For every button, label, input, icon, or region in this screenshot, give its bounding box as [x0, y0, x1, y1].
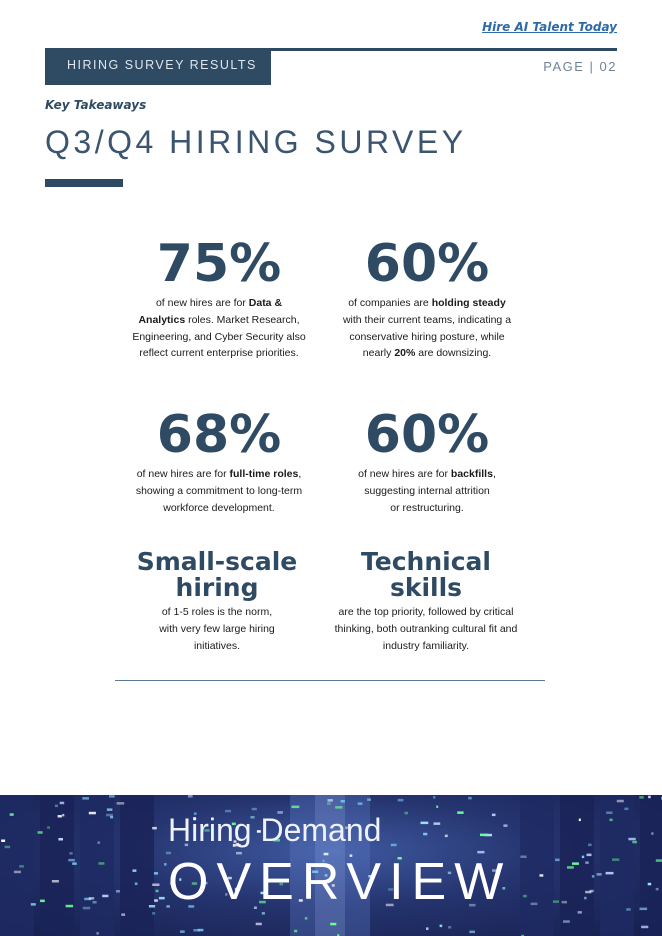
title-accent-bar	[45, 179, 123, 187]
stat-heading-line: Small-scale	[136, 547, 298, 576]
stat-figure: 60%	[364, 234, 490, 294]
stat-description: of companies are holding steady with thei…	[342, 297, 512, 360]
page-title: Q3/Q4 HIRING SURVEY	[45, 124, 467, 160]
stat-description: of new hires are for Data & Analytics rol…	[132, 297, 306, 360]
key-takeaways-subhead: Key Takeaways	[45, 98, 147, 112]
stat-description: of 1-5 roles is the norm, with very few l…	[159, 606, 275, 652]
server-room-background	[0, 795, 662, 936]
stat-heading-line: hiring	[175, 573, 259, 602]
stat-figure: 68%	[156, 405, 282, 465]
hire-ai-talent-link[interactable]: Hire AI Talent Today	[482, 20, 617, 34]
stat-data-analytics: 75% of new hires are for Data & Analytics…	[119, 236, 319, 362]
stat-small-scale-hiring: Small-scale hiring of 1-5 roles is the n…	[117, 549, 317, 654]
overview-banner: Hiring Demand OVERVIEW	[0, 795, 662, 936]
stat-full-time-roles: 68% of new hires are for full-time roles…	[119, 407, 319, 516]
stat-figure: 75%	[156, 234, 282, 294]
header-rule	[45, 48, 617, 51]
stat-description: of new hires are for backfills, suggestin…	[358, 468, 496, 514]
stat-figure: 60%	[364, 405, 490, 465]
stat-technical-skills: Technical skills are the top priority, f…	[316, 549, 536, 654]
stat-description: are the top priority, followed by critic…	[334, 606, 518, 652]
section-divider	[115, 680, 545, 681]
banner-subtitle: Hiring Demand	[168, 812, 382, 848]
page-number: PAGE | 02	[543, 59, 617, 74]
section-tab: HIRING SURVEY RESULTS	[45, 48, 271, 85]
stat-heading-line: skills	[389, 573, 463, 602]
stat-heading-line: Technical	[361, 547, 491, 576]
stat-holding-steady: 60% of companies are holding steady with …	[322, 236, 532, 362]
stat-backfills: 60% of new hires are for backfills, sugge…	[322, 407, 532, 516]
stat-description: of new hires are for full-time roles, sho…	[135, 468, 303, 514]
banner-title: OVERVIEW	[168, 853, 512, 911]
